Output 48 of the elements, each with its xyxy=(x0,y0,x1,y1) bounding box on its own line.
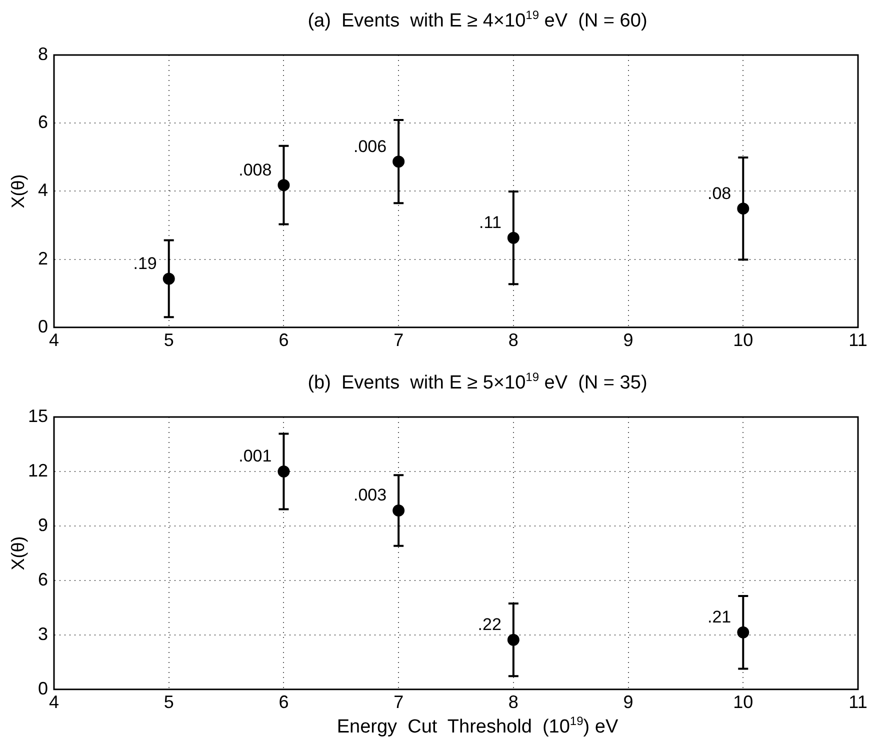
y-tick-label: 4 xyxy=(38,180,48,200)
y-tick-label: 8 xyxy=(38,44,48,64)
point xyxy=(162,272,175,285)
point xyxy=(278,179,290,192)
y-tick-label: 6 xyxy=(38,112,48,132)
x-tick-label: 11 xyxy=(848,692,868,712)
point xyxy=(507,232,520,244)
point xyxy=(392,504,405,517)
x-tick-label: 9 xyxy=(623,692,634,712)
x-tick-label: 7 xyxy=(394,330,404,350)
chart-title: (b) Events with E ≥ 5×10$^{19}$ eV (N = 35) xyxy=(306,370,648,394)
annotation: .008 xyxy=(238,160,272,180)
x-tick-label: 8 xyxy=(508,330,518,350)
x-tick-label: 7 xyxy=(394,692,404,712)
x-tick-label: 9 xyxy=(623,330,634,350)
x-tick-label: 11 xyxy=(848,330,868,350)
y-tick-label: 3 xyxy=(38,624,48,644)
x-tick-label: 10 xyxy=(733,692,754,712)
y-tick-label: 0 xyxy=(38,316,48,336)
point xyxy=(278,465,290,478)
chart-title: (a) Events with E ≥ 4×10$^{19}$ eV (N = 60) xyxy=(306,8,648,32)
x-tick-label: 6 xyxy=(278,330,289,350)
annotation: .006 xyxy=(353,136,387,156)
annotation: .001 xyxy=(238,446,272,466)
annotation: .22 xyxy=(478,615,502,634)
y-tick-label: 0 xyxy=(38,678,48,698)
point xyxy=(392,156,405,168)
point xyxy=(737,202,750,215)
annotation: .08 xyxy=(708,184,732,203)
x-tick-label: 5 xyxy=(164,692,174,712)
annotation: .21 xyxy=(708,608,732,627)
x-tick-label: 5 xyxy=(164,330,174,350)
y-tick-label: 12 xyxy=(28,460,48,480)
annotation: .003 xyxy=(353,486,387,505)
y-axis-title: X(θ) xyxy=(8,174,28,208)
x-tick-label: 8 xyxy=(508,692,518,712)
y-tick-label: 2 xyxy=(38,248,48,268)
y-tick-label: 6 xyxy=(38,569,48,590)
x-tick-label: 6 xyxy=(278,692,289,712)
y-tick-label: 9 xyxy=(38,514,48,535)
x-tick-label: 10 xyxy=(733,330,754,350)
annotation: .19 xyxy=(133,254,157,273)
y-tick-label: 15 xyxy=(28,406,48,426)
point xyxy=(737,626,750,638)
y-axis-title: X(θ) xyxy=(8,536,28,570)
x-axis-title: Energy Cut Threshold (10$^{19}$) eV xyxy=(336,714,620,738)
point xyxy=(507,634,520,646)
annotation: .11 xyxy=(479,213,502,232)
